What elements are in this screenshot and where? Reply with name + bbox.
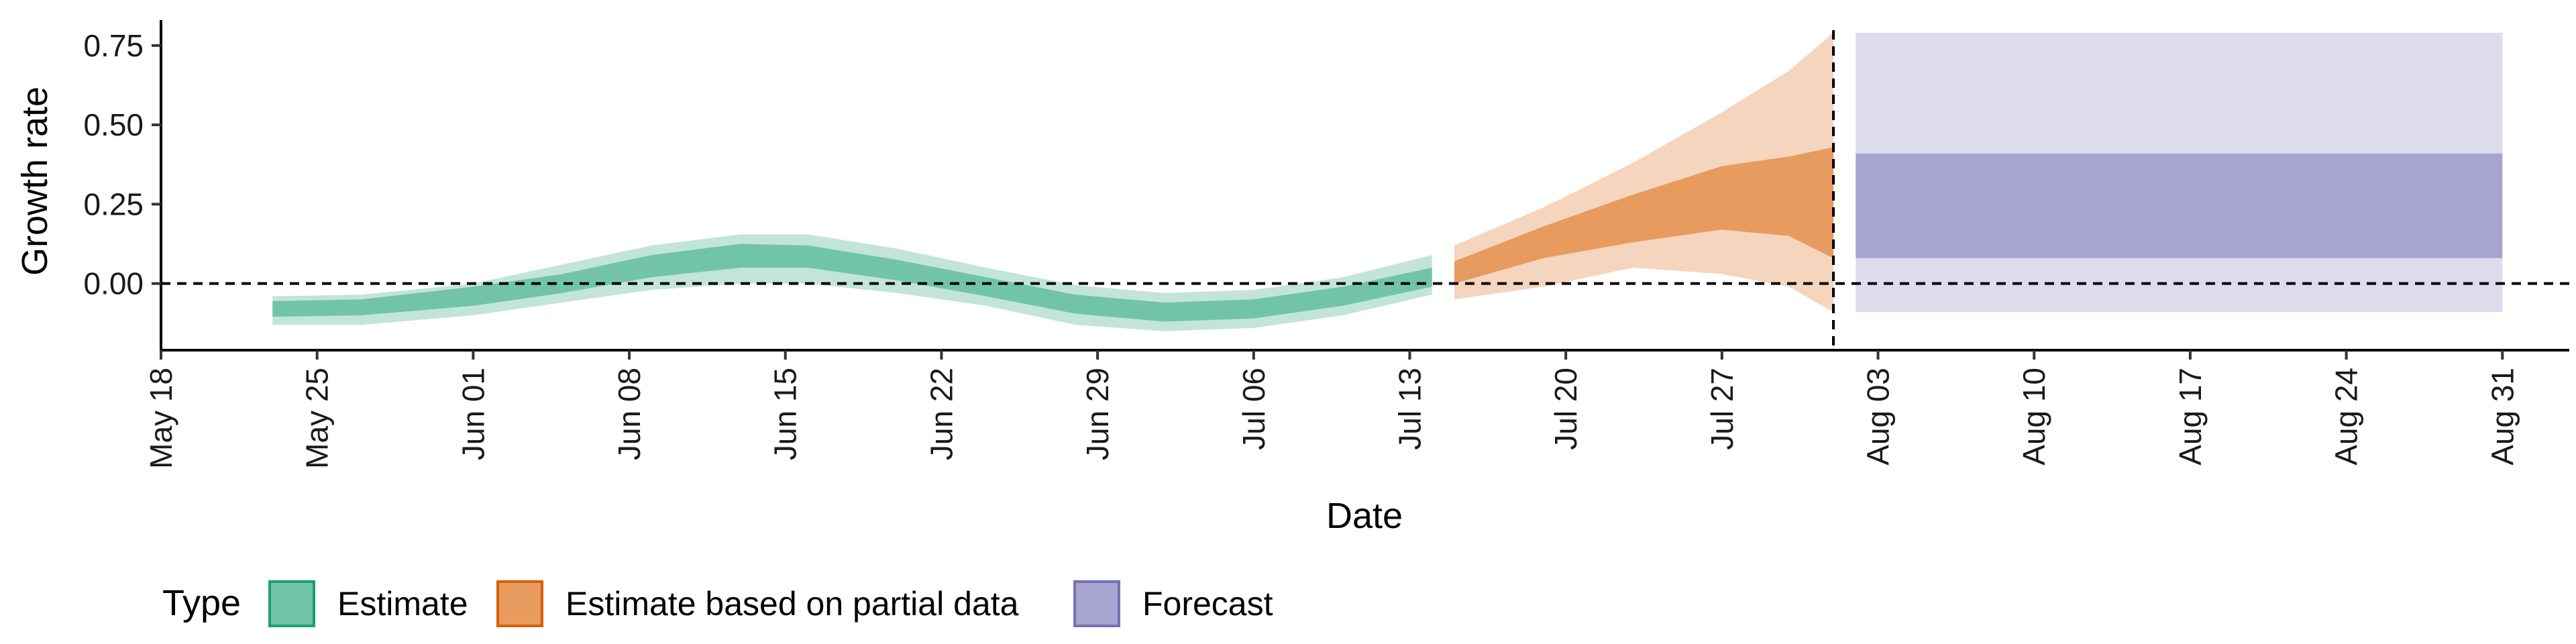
legend: Type Estimate Estimate based on partial d… <box>162 580 1273 627</box>
x-tick-label: Jul 20 <box>1548 368 1583 450</box>
y-tick-label: 0.00 <box>83 266 144 301</box>
x-tick-label: Aug 17 <box>2173 368 2208 466</box>
y-tick-label: 0.25 <box>83 186 144 221</box>
band-50-estimate-based-on-partial-data <box>1454 147 1834 284</box>
y-axis-title: Growth rate <box>15 87 55 276</box>
legend-key-3 <box>1073 580 1120 627</box>
x-tick-label: Jul 06 <box>1236 368 1271 450</box>
legend-label-3: Forecast <box>1142 585 1273 623</box>
legend-label-2: Estimate based on partial data <box>566 585 1019 623</box>
x-tick-label: Aug 03 <box>1861 368 1896 466</box>
x-tick-label: Jun 01 <box>455 368 490 460</box>
x-tick-label: May 18 <box>144 368 178 469</box>
plot-area <box>161 30 2569 350</box>
x-axis-title: Date <box>1326 496 1403 536</box>
x-tick-label: Aug 31 <box>2485 368 2520 466</box>
legend-label-1: Estimate <box>337 585 468 623</box>
x-tick-label: Jun 15 <box>768 368 803 460</box>
y-tick-label: 0.75 <box>83 28 144 63</box>
band-50-estimate <box>272 244 1432 322</box>
x-tick-label: May 25 <box>300 368 335 469</box>
x-tick-label: Aug 24 <box>2329 368 2364 466</box>
x-tick-label: Jul 13 <box>1393 368 1428 450</box>
x-tick-label: Aug 10 <box>2017 368 2051 466</box>
x-tick-label: Jun 29 <box>1080 368 1115 460</box>
x-tick-label: Jun 08 <box>612 368 647 460</box>
x-tick-label: Jun 22 <box>924 368 959 460</box>
y-tick-label: 0.50 <box>83 107 144 142</box>
band-50-forecast <box>1856 153 2503 258</box>
legend-key-2 <box>496 580 543 627</box>
y-axis: 0.00 0.25 0.50 0.75 <box>83 20 162 350</box>
legend-key-1 <box>268 580 315 627</box>
x-axis: May 18 May 25 Jun 01 Jun 08 Jun 15 Jun 22 Jun … <box>144 349 2569 469</box>
legend-title: Type <box>162 583 241 623</box>
x-tick-label: Jul 27 <box>1705 368 1739 450</box>
